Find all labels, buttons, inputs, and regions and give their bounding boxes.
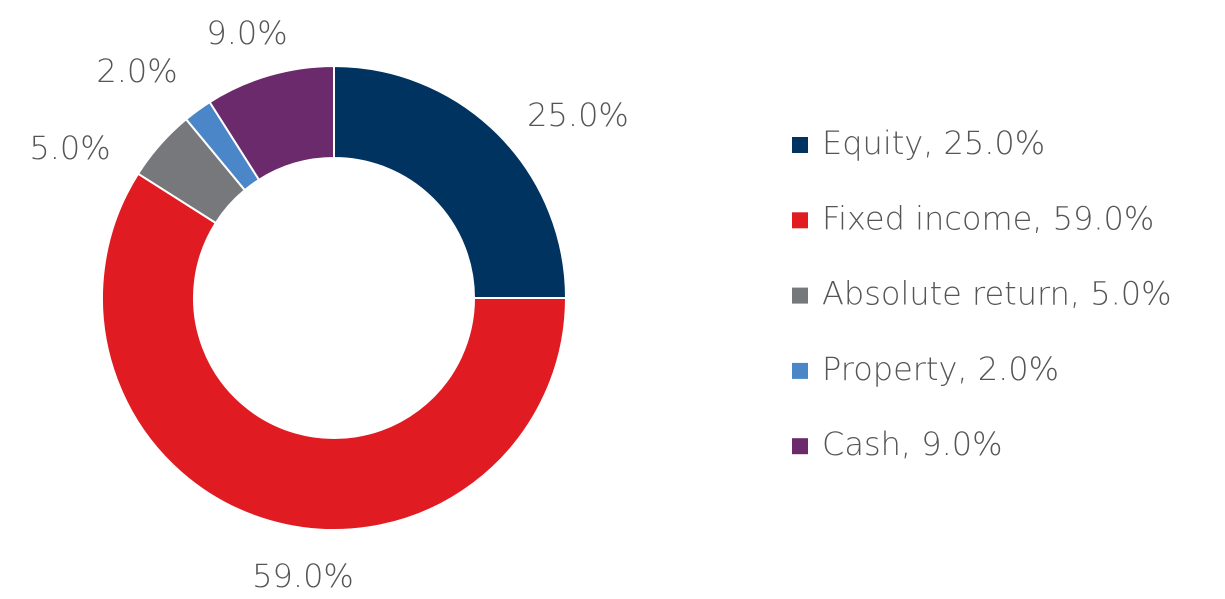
legend-label: Equity, 25.0%	[822, 124, 1045, 162]
data-label: 59.0%	[252, 557, 354, 595]
donut-slice	[208, 64, 335, 182]
legend-swatch	[792, 212, 808, 229]
donut-slice	[101, 172, 568, 531]
legend-label: Absolute return, 5.0%	[822, 275, 1172, 313]
legend-swatch	[792, 438, 808, 455]
data-label: 25.0%	[527, 96, 629, 134]
legend-swatch	[792, 137, 808, 153]
data-label: 9.0%	[206, 14, 287, 52]
legend-swatch	[792, 362, 808, 379]
legend-label: Cash, 9.0%	[822, 425, 1003, 463]
legend-label: Fixed income, 59.0%	[822, 199, 1154, 237]
donut-slice	[333, 64, 568, 299]
legend-swatch	[792, 287, 808, 304]
legend-label: Property, 2.0%	[822, 350, 1059, 388]
data-label: 2.0%	[96, 52, 177, 90]
data-label: 5.0%	[29, 129, 110, 167]
